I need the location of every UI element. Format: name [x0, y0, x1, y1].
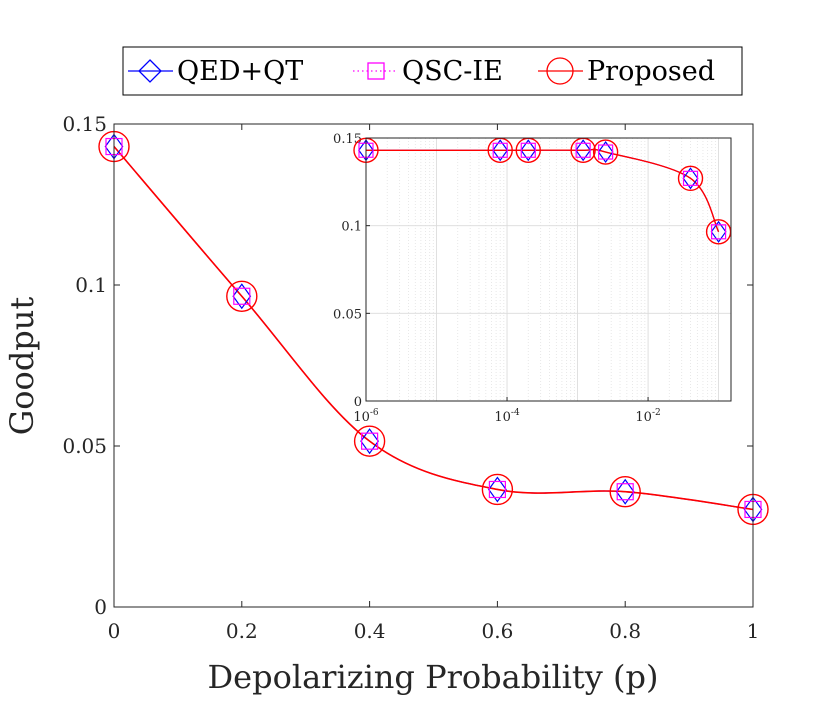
diamond-icon	[138, 59, 162, 83]
main-x-axis-label: Depolarizing Probability (p)	[208, 658, 659, 696]
inset-x-tick-exponent: -4	[511, 408, 520, 418]
inset-qed-qt-marker	[682, 167, 699, 190]
main-x-tick-label: 0.8	[609, 619, 641, 643]
main-x-tick-label: 0.6	[481, 619, 513, 643]
inset-qsc-ie-marker	[598, 144, 614, 160]
main-y-axis-label: Goodput	[3, 297, 41, 436]
inset-y-tick-label: 0	[354, 395, 362, 410]
legend-box	[122, 46, 743, 96]
main-qsc-ie-marker	[616, 483, 634, 501]
legend: QED+QT QSC-IE Proposed	[122, 46, 743, 96]
main-proposed-marker	[481, 473, 514, 506]
inset-qsc-ie-marker	[682, 170, 699, 186]
inset-y-tick-label: 0.05	[333, 307, 362, 322]
main-x-tick-label: 0.4	[354, 619, 386, 643]
inset-qsc-ie-marker	[710, 224, 727, 240]
legend-label-qsc-ie: QSC-IE	[402, 56, 503, 87]
inset-x-tick-exponent: -2	[652, 408, 661, 418]
main-qed-qt-marker	[488, 476, 507, 503]
inset-plot-frame	[365, 137, 732, 402]
inset-qed-qt-marker	[492, 139, 509, 162]
main-qsc-ie-marker	[233, 287, 251, 305]
legend-item-qsc-ie: QSC-IE	[353, 56, 503, 87]
main-proposed-marker	[226, 280, 258, 312]
main-y-tick-label: 0	[94, 595, 107, 619]
inset-series-line-proposed	[365, 148, 720, 233]
main-x-tick-label: 1	[747, 619, 760, 643]
inset-plot: 10-6 10-4 10-200.050.10.15	[333, 132, 732, 425]
inset-qed-qt-marker	[520, 139, 537, 162]
legend-item-proposed: Proposed	[538, 56, 715, 87]
legend-label-proposed: Proposed	[587, 56, 715, 87]
inset-qed-qt-marker	[597, 140, 614, 164]
square-icon	[367, 62, 385, 80]
inset-qsc-ie-marker	[520, 142, 536, 158]
inset-qsc-ie-marker	[575, 142, 591, 158]
main-x-tick-label: 0.2	[226, 619, 258, 643]
main-y-tick-label: 0.1	[75, 273, 107, 297]
inset-y-tick-label: 0.15	[333, 132, 362, 147]
main-proposed-marker	[353, 425, 386, 457]
legend-item-qed-qt: QED+QT	[128, 56, 303, 87]
inset-qsc-ie-marker	[492, 142, 508, 158]
inset-proposed-marker	[592, 139, 619, 165]
main-qsc-ie-marker	[361, 432, 379, 450]
main-series-line-proposed	[113, 146, 754, 511]
main-qed-qt-marker	[615, 478, 635, 505]
inset-x-tick-exponent: -6	[370, 408, 379, 418]
main-proposed-marker	[609, 476, 641, 508]
legend-label-qed-qt: QED+QT	[177, 56, 303, 87]
main-y-tick-label: 0.15	[62, 112, 107, 136]
inset-y-tick-label: 0.1	[341, 220, 362, 235]
main-y-tick-label: 0.05	[62, 434, 107, 458]
main-qed-qt-marker	[232, 283, 252, 310]
main-x-tick-label: 0	[108, 619, 121, 643]
main-qsc-ie-marker	[488, 480, 506, 499]
inset-qed-qt-marker	[710, 220, 727, 243]
circle-icon	[546, 57, 574, 85]
main-qed-qt-marker	[360, 428, 379, 455]
main-plot-frame	[113, 123, 754, 608]
inset-proposed-marker	[677, 165, 704, 192]
inset-qed-qt-marker	[575, 139, 592, 162]
inset-plot-area	[366, 138, 731, 401]
